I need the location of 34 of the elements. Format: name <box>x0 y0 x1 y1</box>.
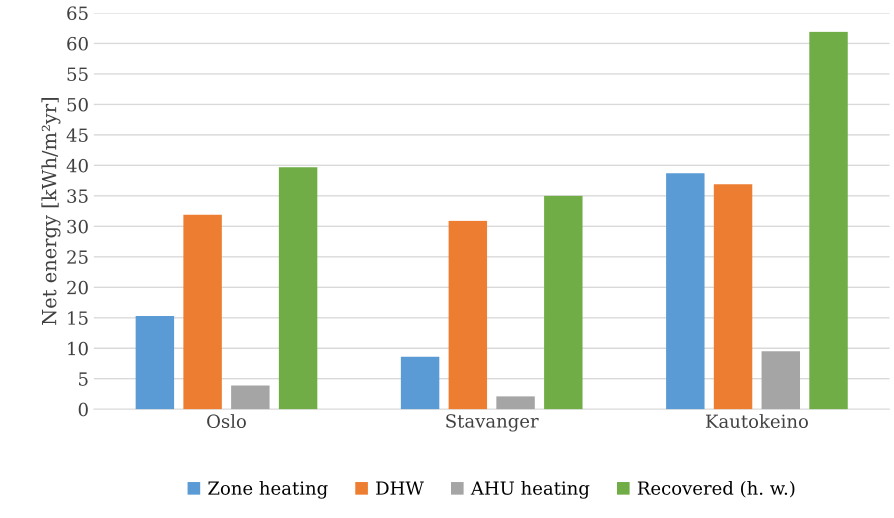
x-tick-label: Stavanger <box>446 414 539 432</box>
legend-label: AHU heating <box>470 480 590 499</box>
y-tick-label: 10 <box>68 342 88 356</box>
y-tick-label: 20 <box>67 280 88 294</box>
x-tick-label: Oslo <box>207 414 246 428</box>
bar <box>666 173 705 410</box>
bar <box>714 184 752 410</box>
y-tick-label: 5 <box>79 372 88 386</box>
y-tick-label: 45 <box>66 128 88 142</box>
legend-label: Recovered (h. w.) <box>638 480 794 498</box>
bar <box>278 167 318 410</box>
bar <box>231 385 270 410</box>
bar <box>136 316 174 410</box>
y-axis-title: Net energy [kWh/m²yr] <box>41 98 60 325</box>
bar <box>400 356 440 410</box>
y-tick-label: 50 <box>68 98 88 112</box>
y-tick-label: 0 <box>78 402 88 416</box>
y-tick-label: 25 <box>67 250 88 264</box>
y-tick-label: 60 <box>67 36 88 51</box>
y-tick-label: 65 <box>67 6 88 20</box>
bar <box>183 214 222 410</box>
bar <box>496 396 535 410</box>
bar <box>809 32 848 410</box>
legend-label: Zone heating <box>208 480 328 499</box>
y-tick-label: 30 <box>67 220 88 234</box>
bar <box>762 351 800 410</box>
y-tick-label: 35 <box>67 189 88 203</box>
x-tick-label: Kautokeino <box>706 414 808 428</box>
legend-label: DHW <box>376 482 424 495</box>
y-tick-label: 15 <box>68 311 88 325</box>
y-tick-label: 40 <box>66 158 88 172</box>
bar <box>448 220 488 410</box>
bar <box>544 196 583 410</box>
y-tick-label: 55 <box>68 68 88 82</box>
